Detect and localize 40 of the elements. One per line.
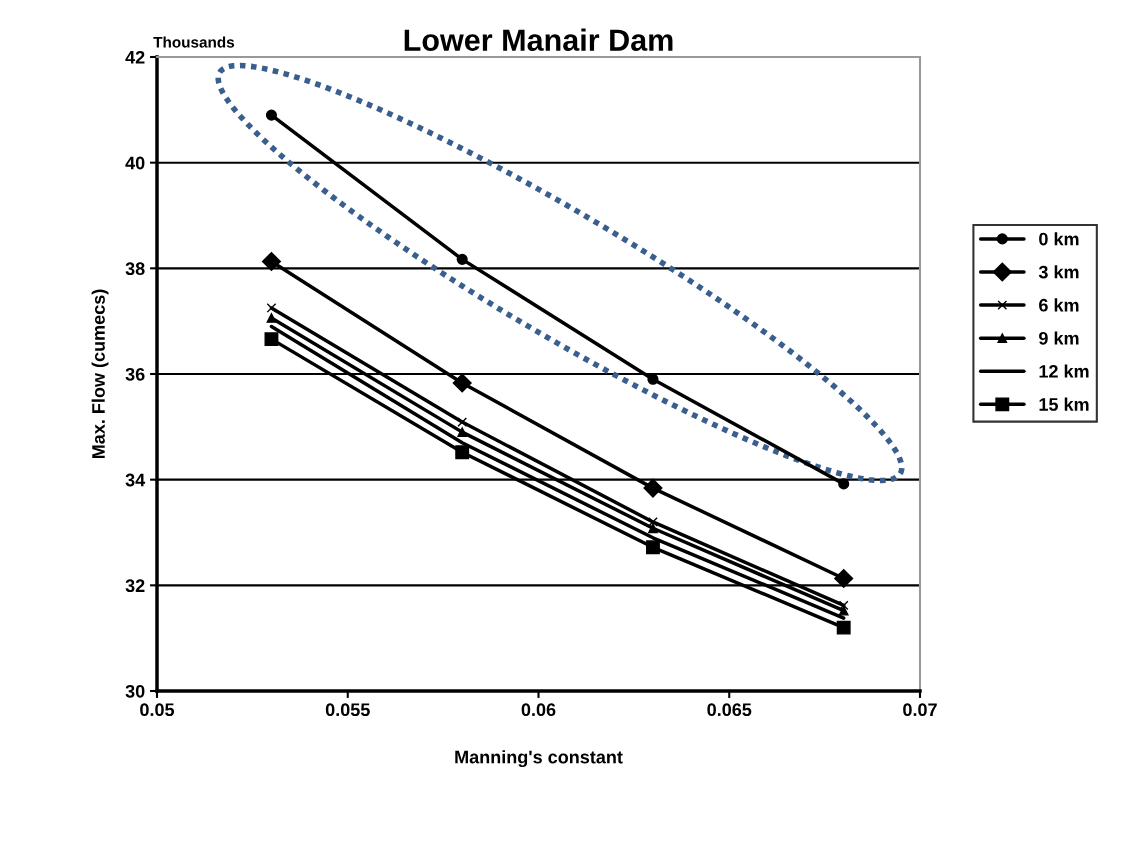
point: [456, 253, 468, 265]
point: [648, 523, 658, 534]
point: [836, 620, 851, 635]
y-tick-label: 32: [125, 579, 145, 593]
point: [266, 313, 277, 323]
x-tick-label: 0.05: [140, 703, 175, 717]
point: [834, 568, 854, 588]
y-tick-label: 42: [125, 50, 145, 64]
chart-title: Lower Manair Dam: [404, 28, 673, 51]
point: [452, 373, 472, 393]
point: [264, 332, 279, 347]
legend-label: 15 km: [1039, 397, 1089, 411]
y-tick-label: 34: [125, 473, 146, 487]
point: [457, 417, 468, 427]
legend-label: 6 km: [1039, 298, 1079, 312]
legend-label: 9 km: [1039, 331, 1079, 345]
point: [838, 600, 849, 611]
x-tick-label: 0.06: [521, 703, 556, 717]
y-tick-label: 38: [125, 262, 145, 276]
x-tick-label: 0.065: [707, 703, 752, 717]
legend-label: 0 km: [1039, 232, 1079, 246]
y-tick-label: 30: [125, 684, 145, 698]
point: [643, 478, 663, 498]
point: [261, 251, 281, 271]
point: [266, 303, 277, 313]
legend-label: 3 km: [1038, 265, 1079, 279]
x-tick-label: 0.055: [325, 703, 370, 717]
point: [455, 445, 470, 460]
x-axis-title: Manning's constant: [455, 750, 623, 768]
point: [265, 109, 278, 121]
point: [648, 517, 658, 527]
point: [646, 540, 660, 555]
point: [457, 427, 468, 437]
text: Thousands: [153, 36, 235, 48]
x-tick-label: 0.07: [903, 703, 937, 717]
legend-label: 12 km: [1039, 364, 1089, 378]
y-tick-label: 36: [125, 367, 145, 381]
point: [838, 478, 850, 490]
y-axis-title: Max. Flow (cumecs): [91, 289, 109, 459]
y-tick-label: 40: [125, 156, 145, 170]
